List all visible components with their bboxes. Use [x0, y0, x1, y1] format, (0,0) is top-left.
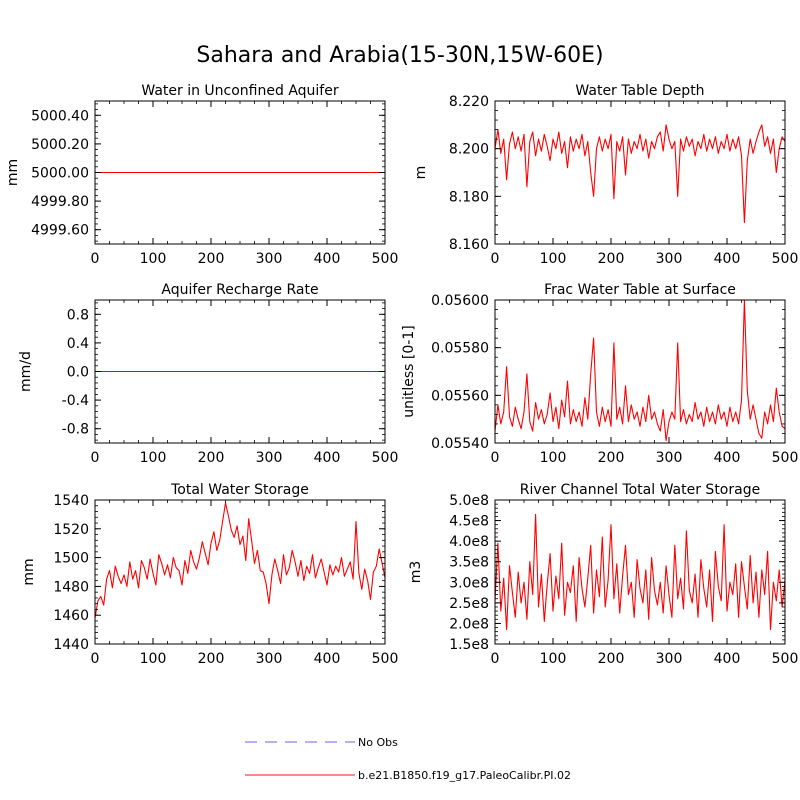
p3-ytick-label: 0.4: [67, 336, 89, 352]
p5-xtick-label: 400: [314, 651, 341, 667]
p6-xtick-label: 200: [598, 651, 625, 667]
p4-plot-frame: [494, 299, 786, 444]
p2-xtick-label: 0: [491, 251, 500, 267]
p6-xtick-label: 100: [540, 651, 567, 667]
p6-ytick-label: 1.5e8: [449, 637, 489, 653]
chart-panel-p6: River Channel Total Water Storage 0 100 200…: [408, 482, 798, 667]
p5-ytick-label: 1520: [53, 522, 89, 538]
p6-ytick-label: 3.0e8: [449, 575, 489, 591]
p4-xtick-label: 100: [540, 450, 567, 466]
p3-xtick-label: 400: [314, 450, 341, 466]
p3-xtick-label: 200: [198, 450, 225, 466]
p3-ytick-label: -0.4: [62, 393, 89, 409]
p2-xtick-label: 300: [656, 251, 683, 267]
p2-plot-frame: [494, 100, 786, 245]
p2-ylabel: m: [413, 166, 429, 180]
chart-panel-p3: Aquifer Recharge Rate 0 100 200 300 400 500 -0.…: [18, 282, 398, 466]
p4-ylabel: unitless [0-1]: [401, 325, 417, 417]
p5-xtick-label: 0: [91, 651, 100, 667]
p5-ytick-label: 1540: [53, 493, 89, 509]
p4-xtick-label: 200: [598, 450, 625, 466]
p5-ytick-label: 1440: [53, 637, 89, 653]
p2-ytick-label: 8.180: [449, 189, 489, 205]
p2-title: Water Table Depth: [575, 83, 704, 99]
p5-plot-frame: [94, 499, 386, 645]
p5-series-line: [94, 502, 386, 619]
p5-xtick-label: 500: [372, 651, 399, 667]
p4-title: Frac Water Table at Surface: [544, 282, 736, 298]
p4-xtick-label: 300: [656, 450, 683, 466]
p5-ylabel: mm: [21, 558, 37, 585]
p3-xtick-label: 500: [372, 450, 399, 466]
p4-ytick-label: 0.05540: [431, 436, 489, 452]
p6-ytick-label: 4.5e8: [449, 514, 489, 530]
chart-panel-p4: Frac Water Table at Surface 0 100 200 300 400…: [401, 282, 798, 466]
p6-ytick-label: 2.0e8: [449, 616, 489, 632]
p5-title: Total Water Storage: [170, 482, 309, 498]
p1-ytick-label: 5000.40: [31, 108, 89, 124]
p6-ylabel: m3: [408, 561, 424, 584]
p1-ytick-label: 4999.60: [31, 223, 89, 239]
p6-ytick-label: 2.5e8: [449, 596, 489, 612]
p3-ytick-label: 0.8: [67, 307, 89, 323]
p6-xtick-label: 500: [772, 651, 799, 667]
p6-ytick-label: 3.5e8: [449, 555, 489, 571]
p1-xtick-label: 200: [198, 251, 225, 267]
p3-xtick-label: 100: [140, 450, 167, 466]
p5-xtick-label: 100: [140, 651, 167, 667]
p1-title: Water in Unconfined Aquifer: [141, 83, 338, 99]
chart-panel-p2: Water Table Depth 0 100 200 300 400 500 8.160 8.…: [413, 83, 798, 267]
p1-xtick-label: 300: [256, 251, 283, 267]
p4-xtick-label: 0: [491, 450, 500, 466]
legend-label-model: b.e21.B1850.f19_g17.PaleoCalibr.PI.02: [358, 769, 571, 782]
p6-title: River Channel Total Water Storage: [520, 482, 760, 498]
p4-xtick-label: 500: [772, 450, 799, 466]
p4-series-line: [494, 299, 786, 442]
p3-ytick-label: 0.0: [67, 365, 89, 381]
figure-title: Sahara and Arabia(15-30N,15W-60E): [196, 43, 603, 68]
p3-ylabel: mm/d: [18, 351, 34, 392]
p3-xtick-label: 300: [256, 450, 283, 466]
p2-xtick-label: 100: [540, 251, 567, 267]
p6-xtick-label: 400: [714, 651, 741, 667]
p6-ytick-label: 5.0e8: [449, 493, 489, 509]
p1-ytick-label: 5000.20: [31, 137, 89, 153]
p1-xtick-label: 100: [140, 251, 167, 267]
p1-ylabel: mm: [5, 159, 21, 186]
p1-ytick-label: 4999.80: [31, 194, 89, 210]
p4-ytick-label: 0.05560: [431, 388, 489, 404]
p3-xtick-label: 0: [91, 450, 100, 466]
legend: No Obs b.e21.B1850.f19_g17.PaleoCalibr.P…: [245, 736, 571, 782]
chart-panel-p5: Total Water Storage 0 100 200 300 400 500 1440 1…: [21, 482, 398, 667]
legend-label-no-obs: No Obs: [358, 736, 398, 749]
p5-xtick-label: 200: [198, 651, 225, 667]
p5-ytick-label: 1460: [53, 608, 89, 624]
p5-xtick-label: 300: [256, 651, 283, 667]
p1-xtick-label: 0: [91, 251, 100, 267]
p6-xtick-label: 300: [656, 651, 683, 667]
p5-ytick-label: 1480: [53, 579, 89, 595]
p1-xtick-label: 400: [314, 251, 341, 267]
p3-title: Aquifer Recharge Rate: [161, 282, 318, 298]
p1-xtick-label: 500: [372, 251, 399, 267]
p2-series-line: [494, 124, 786, 224]
p2-ytick-label: 8.200: [449, 142, 489, 158]
p2-xtick-label: 400: [714, 251, 741, 267]
p2-xtick-label: 500: [772, 251, 799, 267]
p4-xtick-label: 400: [714, 450, 741, 466]
p1-ytick-label: 5000.00: [31, 166, 89, 182]
p2-ytick-label: 8.220: [449, 94, 489, 110]
p6-series-line: [494, 513, 786, 631]
p5-ytick-label: 1500: [53, 551, 89, 567]
chart-panel-p1: Water in Unconfined Aquifer 0 100 200 300 400…: [5, 83, 398, 267]
p6-xtick-label: 0: [491, 651, 500, 667]
p3-ytick-label: -0.8: [62, 422, 89, 438]
p4-ytick-label: 0.05600: [431, 293, 489, 309]
p6-ytick-label: 4.0e8: [449, 534, 489, 550]
p4-ytick-label: 0.05580: [431, 341, 489, 357]
p2-ytick-label: 8.160: [449, 237, 489, 253]
p2-xtick-label: 200: [598, 251, 625, 267]
chart-panels: Water in Unconfined Aquifer 0 100 200 300 400…: [5, 83, 798, 667]
